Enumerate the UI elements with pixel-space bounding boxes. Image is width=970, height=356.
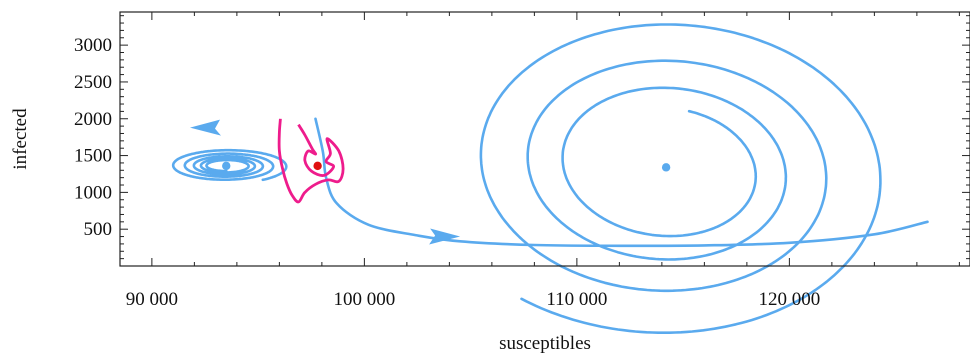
direction-arrow (429, 228, 461, 245)
axis-ticks (120, 12, 970, 266)
direction-arrow (190, 119, 221, 136)
y-tick-label: 3000 (74, 35, 112, 56)
equilibrium-point (313, 161, 322, 171)
equilibrium-points (222, 161, 671, 172)
y-axis-label: infected (10, 108, 31, 170)
x-tick-label: 120 000 (759, 289, 821, 310)
tick-labels: 90 000 100 000 110 000 120 000 500 1000 1500 20… (74, 35, 820, 310)
equilibrium-point (222, 161, 231, 171)
separatrix-contour (277, 118, 345, 204)
right-spiral-orbit (479, 23, 882, 334)
x-axis-label: susceptibles (499, 333, 591, 354)
equilibrium-point (661, 163, 671, 172)
y-tick-label: 1500 (74, 146, 112, 167)
x-tick-label: 100 000 (334, 289, 396, 310)
y-tick-label: 2000 (74, 109, 112, 130)
x-tick-label: 110 000 (546, 289, 607, 310)
x-tick-label: 90 000 (126, 289, 178, 310)
trajectories (171, 23, 929, 334)
y-tick-label: 500 (84, 219, 113, 240)
left-spiral-orbit (171, 148, 288, 182)
plot-frame (119, 11, 970, 267)
y-tick-label: 2500 (74, 72, 112, 93)
y-tick-label: 1000 (74, 182, 112, 203)
